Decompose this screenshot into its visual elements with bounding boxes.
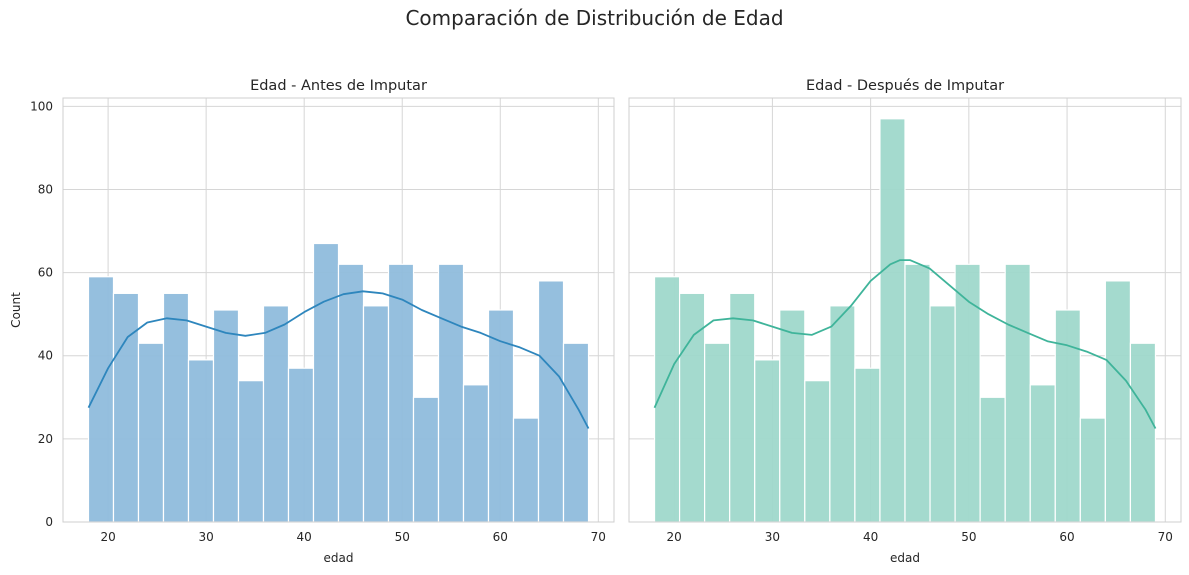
panel-2-histogram-bar-11 — [904, 263, 931, 523]
panel-1-y-tick-label: 20 — [38, 432, 53, 446]
panel-1-y-tick-label: 0 — [45, 515, 53, 529]
panel-2-x-axis-label: edad — [890, 551, 920, 565]
panel-2-x-tick-label: 20 — [667, 530, 682, 544]
panel-1-x-tick-label: 30 — [199, 530, 214, 544]
panel-1-histogram-bar-12 — [362, 305, 390, 523]
panel-1-y-tick-label: 100 — [30, 99, 53, 113]
panel-1-kde-line — [87, 290, 590, 429]
panel-2-histogram-bar-6 — [779, 309, 806, 523]
panel-1-histogram-bar-18 — [512, 417, 540, 523]
panel-1-x-tick-label: 50 — [395, 530, 410, 544]
panel-2-histogram-bar-7 — [804, 380, 831, 523]
panel-2-histogram-bar-13 — [954, 263, 981, 523]
panel-1-histogram-bar-19 — [537, 280, 565, 523]
panel-1-histogram-bar-20 — [562, 342, 590, 523]
panel-1-histogram-bar-17 — [487, 309, 515, 523]
panel-2-histogram-bar-5 — [754, 359, 781, 523]
figure-title: Comparación de Distribución de Edad — [405, 6, 784, 30]
panel-2-histogram-bar-14 — [979, 396, 1006, 523]
panel-2-title: Edad - Después de Imputar — [806, 78, 1004, 94]
panel-2-histogram-bar-9 — [854, 367, 881, 523]
panel-1-x-tick-label: 70 — [591, 530, 606, 544]
panel-1-histogram-bar-6 — [212, 309, 240, 523]
panel-1-histogram-bar-2 — [112, 292, 140, 523]
panel-2-histogram-bar-16 — [1029, 384, 1056, 523]
panel-2-x-tick-label: 70 — [1158, 530, 1173, 544]
panel-2-histogram-bar-10 — [879, 118, 906, 523]
panel-1-histogram-bar-14 — [412, 396, 440, 523]
panel-1-histogram-bar-10 — [312, 242, 340, 523]
panel-1-histogram-bar-15 — [437, 263, 465, 523]
panel-1-y-axis-label: Count — [9, 292, 23, 328]
panel-2-histogram-bar-3 — [704, 342, 731, 523]
panel-1-histogram-bar-5 — [187, 359, 215, 523]
panel-2-x-tick-label: 40 — [863, 530, 878, 544]
panel-1-histogram-bar-13 — [387, 263, 415, 523]
panel-2-histogram-bar-17 — [1054, 309, 1081, 523]
panel-1-histogram-bar-16 — [462, 384, 490, 523]
panel-2-histogram-bar-2 — [678, 292, 706, 523]
panel-1-histogram-bar-3 — [137, 342, 165, 523]
panel-1-x-tick-label: 60 — [493, 530, 508, 544]
panel-1-y-tick-label: 60 — [38, 266, 53, 280]
panel-1-histogram-bar-4 — [162, 292, 190, 523]
panel-1-y-tick-label: 40 — [38, 349, 53, 363]
panel-1-x-tick-label: 40 — [297, 530, 312, 544]
panel-2-histogram-bar-8 — [829, 305, 856, 523]
panel-1-title: Edad - Antes de Imputar — [250, 78, 427, 94]
panel-2-histogram-bar-15 — [1004, 263, 1031, 523]
panel-2-histogram-bar-12 — [929, 305, 956, 523]
panel-1-axes-frame — [62, 97, 615, 523]
panel-1-histogram-bar-7 — [237, 380, 265, 523]
panel-1-x-tick-label: 20 — [100, 530, 115, 544]
panel-2-x-tick-label: 30 — [765, 530, 780, 544]
panel-2-x-tick-label: 50 — [961, 530, 976, 544]
panel-1-x-axis-label: edad — [324, 551, 354, 565]
panel-2-histogram-bar-19 — [1104, 280, 1132, 523]
panel-2-histogram-bar-4 — [729, 292, 756, 523]
panel-2-x-tick-label: 60 — [1059, 530, 1074, 544]
panel-1-histogram-bar-8 — [262, 305, 290, 523]
panel-2-histogram-bar-20 — [1129, 342, 1157, 523]
panel-2-histogram-bar-18 — [1079, 417, 1106, 523]
panel-2-kde-line — [653, 259, 1157, 429]
panel-1-histogram-bar-11 — [337, 263, 365, 523]
panel-1-y-tick-label: 80 — [38, 182, 53, 196]
panel-1-histogram-bar-9 — [287, 367, 315, 523]
panel-2-axes-frame — [628, 97, 1182, 523]
